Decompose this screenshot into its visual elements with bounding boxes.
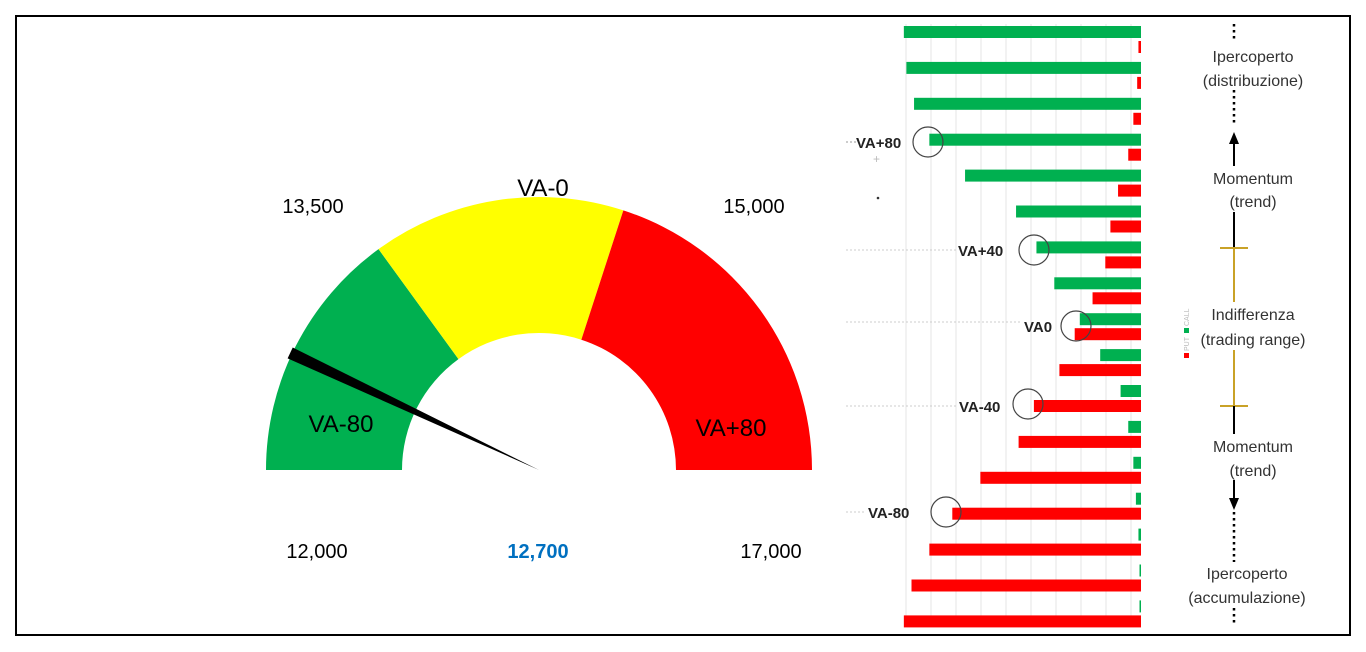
bar-call [929,133,1141,146]
row-markers: VA+80 + VA+40 VA0 VA-40 [846,126,1092,528]
bar-call [1139,564,1141,577]
bar-put [1092,292,1141,305]
gauge-band-va-80 [266,249,459,470]
gauge-tick-left-bottom: 12,000 [286,541,347,563]
gauge-band-va-0 [378,197,624,360]
zone-label-indifferenza: Indifferenza [1211,307,1294,324]
bar-call [1120,385,1141,397]
marker-va+80: VA+80 + [846,126,944,200]
bar-call [1139,600,1141,613]
bar-call [914,97,1141,110]
bar-call [903,26,1141,38]
marker-circle [912,126,944,158]
bar-legend: PUT CALL [1184,308,1191,358]
bar-call [1133,456,1141,469]
bar-put [1110,220,1141,233]
gauge-band-label-right: VA+80 [696,415,767,442]
marker-circle [1060,310,1092,342]
gauge-tick-right-top: 15,000 [723,196,784,218]
bar-put [1074,328,1141,341]
marker-label-va0: VA0 [1024,319,1052,336]
crosshair-icon: + [873,152,880,166]
bar-put [1018,435,1141,448]
dot-icon [876,196,880,200]
bar-call [1054,277,1141,290]
bar-put [903,615,1141,628]
zone-label-trend-bottom: (trend) [1229,463,1276,480]
marker-label-va+40: VA+40 [958,243,1003,260]
bar-put [1105,256,1141,269]
gauge-band-label-mid: VA-0 [517,175,569,202]
marker-circle [1018,234,1050,266]
bar-put [1133,112,1141,125]
bar-put [1138,41,1141,53]
bar-call [1138,528,1141,541]
bar-call [906,61,1141,74]
zone-label-ipercoperto-top: Ipercoperto [1213,49,1294,66]
zone-label-distribuzione: (distribuzione) [1203,73,1303,90]
bar-call [1135,492,1141,505]
bar-put [980,471,1141,484]
gauge-needle [287,347,539,470]
arrow-up-icon [1229,132,1239,144]
bar-put [1118,184,1141,197]
bar-put [1128,148,1141,161]
legend-put-label: PUT [1184,336,1191,351]
gauge-tick-left-top: 13,500 [282,196,343,218]
gauge-value-label: 12,700 [507,541,568,563]
bar-put [1137,76,1141,89]
bar-put [911,579,1141,592]
bar-chart: VA+80 + VA+40 VA0 VA-40 [846,24,1191,628]
legend-put-swatch [1184,353,1189,358]
marker-circle [1012,388,1044,420]
zone-label-ipercoperto-bottom: Ipercoperto [1207,566,1288,583]
bar-chart-grid [905,24,1132,626]
bar-call [1016,205,1141,218]
legend-call-swatch [1184,328,1189,333]
bar-call [1036,241,1141,254]
bar-call [1100,349,1141,362]
gauge-tick-right-bottom: 17,000 [740,541,801,563]
gauge-band-va+80 [581,210,812,470]
zone-label-trend-top: (trend) [1229,194,1276,211]
bar-put [1059,364,1141,377]
marker-label-va+80: VA+80 [856,135,901,152]
marker-va+40: VA+40 [846,234,1050,266]
bar-call [965,169,1141,182]
zone-label-momentum-bottom: Momentum [1213,439,1293,456]
gauge-chart: VA-80 VA-0 VA+80 13,500 15,000 12,000 17… [266,175,812,563]
marker-va-40: VA-40 [846,388,1044,420]
zone-label-momentum-top: Momentum [1213,171,1293,188]
marker-label-va-80: VA-80 [868,505,909,522]
zone-label-accumulazione: (accumulazione) [1188,590,1305,607]
bar-call [1079,313,1141,326]
bar-put [929,543,1141,556]
bar-put [1033,400,1141,412]
bar-call [1128,420,1141,433]
marker-va-80: VA-80 [846,496,962,528]
zone-axis: Ipercoperto (distribuzione) Momentum (tr… [1176,24,1320,626]
marker-circle [930,496,962,528]
marker-va0: VA0 [846,310,1092,342]
legend-call-label: CALL [1184,308,1191,326]
bar-put [952,507,1141,520]
arrow-down-icon [1229,498,1239,510]
zone-label-trading-range: (trading range) [1201,332,1306,349]
gauge-band-label-left: VA-80 [309,411,374,438]
bar-chart-bars [903,26,1141,628]
marker-label-va-40: VA-40 [959,399,1000,416]
